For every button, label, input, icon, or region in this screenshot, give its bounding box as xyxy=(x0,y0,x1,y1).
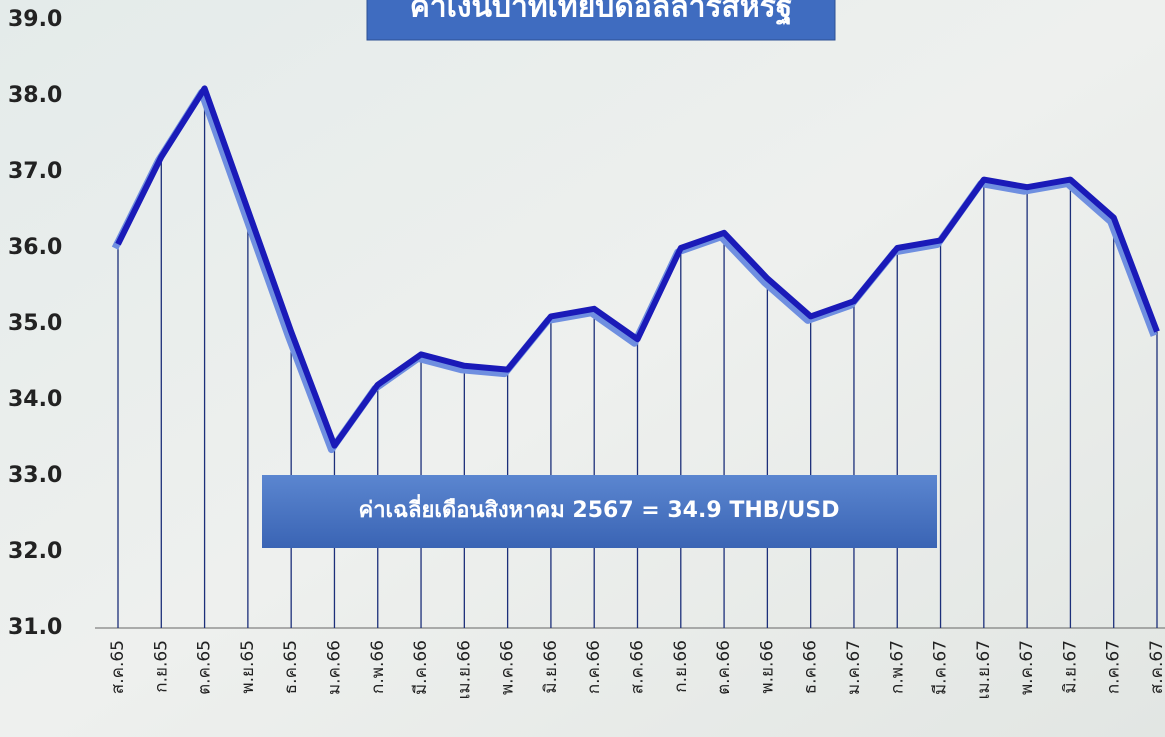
annotation: ค่าเฉลี่ยเดือนสิงหาคม 2567 = 34.9 THB/US… xyxy=(358,493,839,523)
x-tick-label: พ.ค.67 xyxy=(1017,640,1037,695)
x-tick-label: มี.ค.67 xyxy=(931,640,951,695)
x-tick-label: ม.ค.66 xyxy=(324,640,344,695)
y-tick-label: 32.0 xyxy=(8,539,62,564)
x-tick-label: ต.ค.65 xyxy=(195,640,215,695)
x-tick-label: ธ.ค.65 xyxy=(281,640,301,694)
y-tick-label: 34.0 xyxy=(8,387,62,412)
x-tick-label: เม.ย.67 xyxy=(974,640,994,699)
x-tick-label: มิ.ย.67 xyxy=(1060,640,1080,694)
x-tick-label: ธ.ค.66 xyxy=(801,640,821,694)
y-tick-label: 35.0 xyxy=(8,311,62,336)
y-tick-label: 39.0 xyxy=(8,7,62,32)
background xyxy=(0,0,1165,737)
x-tick-label: พ.ย.65 xyxy=(238,640,258,694)
x-tick-label: ก.พ.66 xyxy=(368,640,388,694)
y-tick-label: 33.0 xyxy=(8,463,62,488)
x-tick-label: พ.ย.66 xyxy=(757,640,777,694)
x-tick-label: ส.ค.66 xyxy=(628,640,648,694)
y-tick-label: 31.0 xyxy=(8,615,62,640)
x-tick-label: มิ.ย.66 xyxy=(541,640,561,694)
x-tick-label: เม.ย.66 xyxy=(454,640,474,699)
x-tick-label: พ.ค.66 xyxy=(498,640,518,695)
page: ค่าเงินบาทเทียบดอลลาร์สหรัฐ 31.0 32.0 33.0… xyxy=(0,0,1165,737)
x-tick-label: ก.ย.65 xyxy=(151,640,171,693)
x-tick-label: ก.ย.66 xyxy=(671,640,691,693)
y-tick-label: 38.0 xyxy=(8,83,62,108)
x-tick-label: ม.ค.67 xyxy=(844,640,864,695)
x-tick-label: ก.พ.67 xyxy=(887,640,907,694)
x-tick-label: ส.ค.67 xyxy=(1147,640,1165,694)
chart-title: ค่าเงินบาทเทียบดอลลาร์สหรัฐ xyxy=(410,0,793,27)
chart: ค่าเงินบาทเทียบดอลลาร์สหรัฐ 31.0 32.0 33.0… xyxy=(0,0,1165,737)
x-tick-label: ก.ค.66 xyxy=(584,640,604,694)
x-tick-label: ต.ค.66 xyxy=(714,640,734,695)
y-tick-label: 36.0 xyxy=(8,235,62,260)
x-tick-label: ก.ค.67 xyxy=(1104,640,1124,694)
x-tick-label: ส.ค.65 xyxy=(108,640,128,694)
x-tick-label: มี.ค.66 xyxy=(411,640,431,695)
y-tick-label: 37.0 xyxy=(8,159,62,184)
